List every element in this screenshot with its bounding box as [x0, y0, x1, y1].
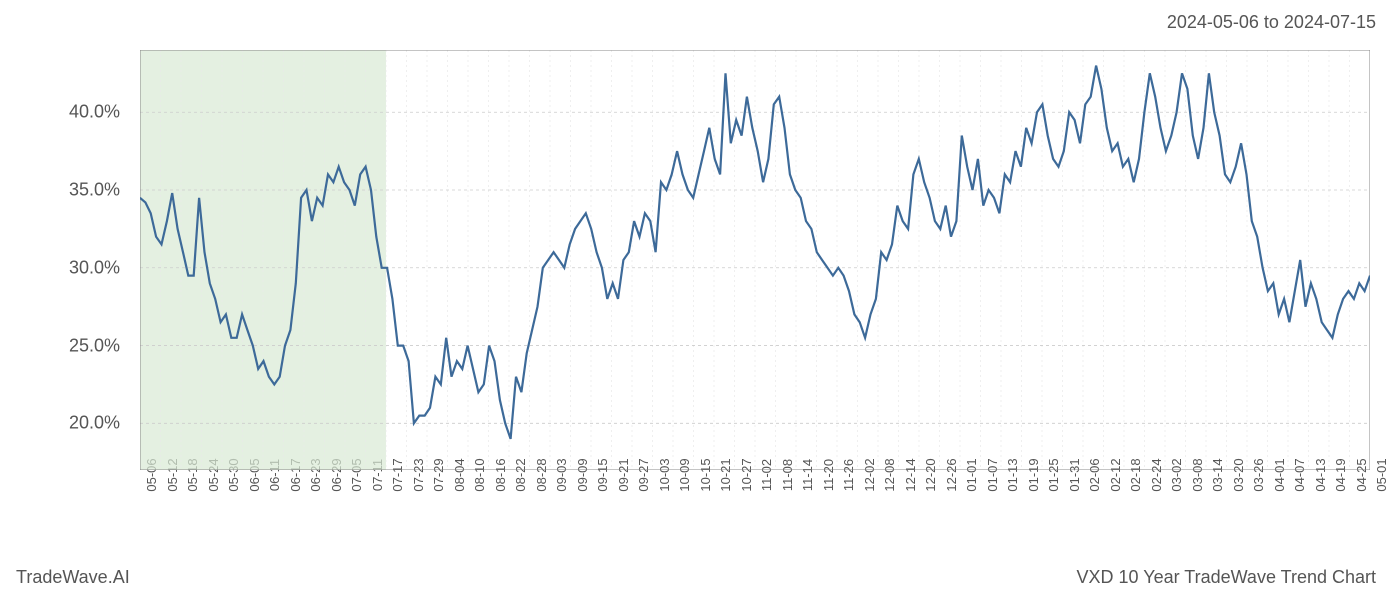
- line-chart-svg: [140, 50, 1370, 470]
- chart-area: [140, 50, 1370, 470]
- chart-title-label: VXD 10 Year TradeWave Trend Chart: [1077, 567, 1377, 588]
- y-axis: 20.0% 25.0% 30.0% 35.0% 40.0%: [0, 50, 130, 470]
- y-tick-label: 40.0%: [69, 102, 120, 123]
- y-tick-label: 35.0%: [69, 180, 120, 201]
- y-tick-label: 30.0%: [69, 257, 120, 278]
- brand-label: TradeWave.AI: [16, 567, 130, 588]
- y-tick-label: 25.0%: [69, 335, 120, 356]
- x-tick-label: 05-01: [1374, 458, 1389, 491]
- x-axis: 05-0605-1205-1805-2405-3006-0506-1106-17…: [140, 475, 1370, 555]
- y-tick-label: 20.0%: [69, 413, 120, 434]
- date-range-label: 2024-05-06 to 2024-07-15: [1167, 12, 1376, 33]
